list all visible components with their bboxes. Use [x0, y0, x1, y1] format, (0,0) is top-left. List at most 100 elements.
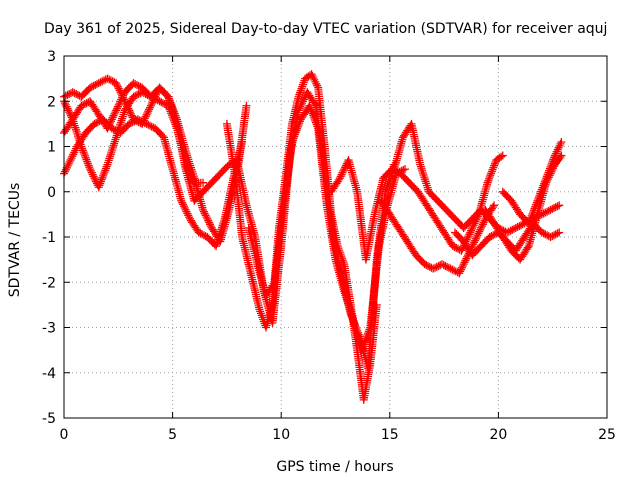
sat-track-8 — [327, 151, 507, 264]
interpolated-markers — [513, 220, 527, 231]
interpolated-markers — [482, 207, 497, 226]
interpolated-markers — [121, 94, 137, 113]
interpolated-markers — [288, 117, 304, 145]
interpolated-markers — [209, 171, 223, 186]
interpolated-markers — [504, 224, 518, 236]
interpolated-markers — [484, 158, 500, 185]
data-point — [103, 124, 112, 133]
interpolated-markers — [308, 72, 322, 90]
interpolated-markers — [398, 171, 412, 186]
interpolated-markers — [362, 212, 379, 262]
interpolated-markers — [200, 180, 215, 195]
data-point — [555, 228, 564, 237]
interpolated-markers — [148, 93, 162, 105]
interpolated-markers — [178, 198, 194, 222]
y-axis-label: SDTVAR / TECUs — [7, 183, 23, 298]
interpolated-markers — [426, 189, 441, 204]
y-tick-label: -1 — [42, 230, 56, 246]
data-point — [164, 101, 173, 110]
interpolated-markers — [187, 216, 202, 235]
data-point — [401, 165, 410, 174]
data-point — [146, 92, 155, 101]
data-point — [242, 101, 251, 110]
interpolated-markers — [517, 243, 532, 262]
data-point — [457, 246, 466, 255]
interpolated-markers — [551, 139, 565, 158]
data-point — [511, 223, 520, 232]
interpolated-markers — [78, 85, 93, 100]
x-tick-label: 15 — [381, 427, 399, 443]
axis-ticks: -5 -4 -3 -2 -1 0 1 2 3 0 5 10 15 20 25 — [42, 49, 616, 443]
y-tick-label: -3 — [42, 321, 56, 337]
interpolated-markers — [452, 230, 467, 244]
interpolated-markers — [234, 162, 250, 208]
data-point — [533, 196, 542, 205]
interpolated-markers — [332, 257, 348, 294]
interpolated-markers — [493, 152, 506, 163]
data-point — [557, 137, 566, 146]
interpolated-markers — [263, 279, 278, 299]
data-point — [68, 88, 77, 97]
interpolated-markers — [512, 234, 528, 253]
data-point — [86, 83, 95, 92]
data-point — [112, 79, 121, 88]
interpolated-markers — [217, 208, 233, 244]
interpolated-markers — [196, 229, 210, 241]
interpolated-markers — [525, 198, 541, 226]
data-point — [138, 119, 147, 128]
interpolated-markers — [435, 198, 449, 213]
interpolated-markers — [83, 121, 97, 136]
sat-track-4 — [60, 88, 208, 192]
sat-track-1 — [60, 115, 247, 251]
interpolated-markers — [306, 103, 322, 131]
data-point — [146, 101, 155, 110]
interpolated-markers — [60, 158, 74, 176]
interpolated-markers — [478, 234, 493, 249]
data-point — [305, 101, 314, 110]
interpolated-markers — [87, 80, 101, 91]
interpolated-markers — [79, 98, 93, 109]
interpolated-markers — [542, 153, 559, 181]
data-point — [490, 201, 499, 210]
interpolated-markers — [87, 98, 102, 118]
data-point — [129, 92, 138, 101]
data-point — [199, 178, 208, 187]
interpolated-markers — [104, 135, 120, 167]
interpolated-markers — [67, 144, 81, 163]
data-point — [503, 228, 512, 237]
interpolated-markers — [461, 216, 475, 231]
interpolated-markers — [371, 176, 387, 217]
interpolated-markers — [441, 230, 456, 249]
sat-track-13 — [498, 137, 566, 228]
interpolated-markers — [279, 140, 296, 212]
interpolated-markers — [199, 207, 215, 231]
interpolated-markers — [238, 235, 255, 276]
data-point — [546, 205, 555, 214]
interpolated-markers — [384, 171, 400, 208]
data-point — [472, 233, 481, 241]
interpolated-markers — [328, 175, 343, 195]
interpolated-markers — [539, 206, 553, 218]
data-point — [446, 264, 455, 273]
y-tick-label: 1 — [47, 140, 56, 156]
interpolated-markers — [508, 198, 523, 217]
interpolated-markers — [105, 75, 119, 87]
interpolated-markers — [223, 122, 240, 180]
x-tick-label: 20 — [489, 427, 507, 443]
data-point — [103, 160, 112, 169]
interpolated-markers — [131, 80, 145, 91]
x-tick-label: 25 — [598, 427, 616, 443]
interpolated-markers — [173, 126, 190, 167]
interpolated-markers — [152, 125, 167, 140]
interpolated-markers — [413, 252, 428, 267]
sat-track-7 — [244, 101, 410, 355]
interpolated-markers — [345, 158, 361, 194]
interpolated-markers — [439, 261, 453, 272]
data-point — [103, 74, 112, 83]
data-point — [125, 119, 134, 128]
data-point — [288, 137, 297, 146]
interpolated-markers — [378, 198, 393, 217]
data-point — [77, 142, 86, 151]
interpolated-markers — [416, 162, 433, 194]
